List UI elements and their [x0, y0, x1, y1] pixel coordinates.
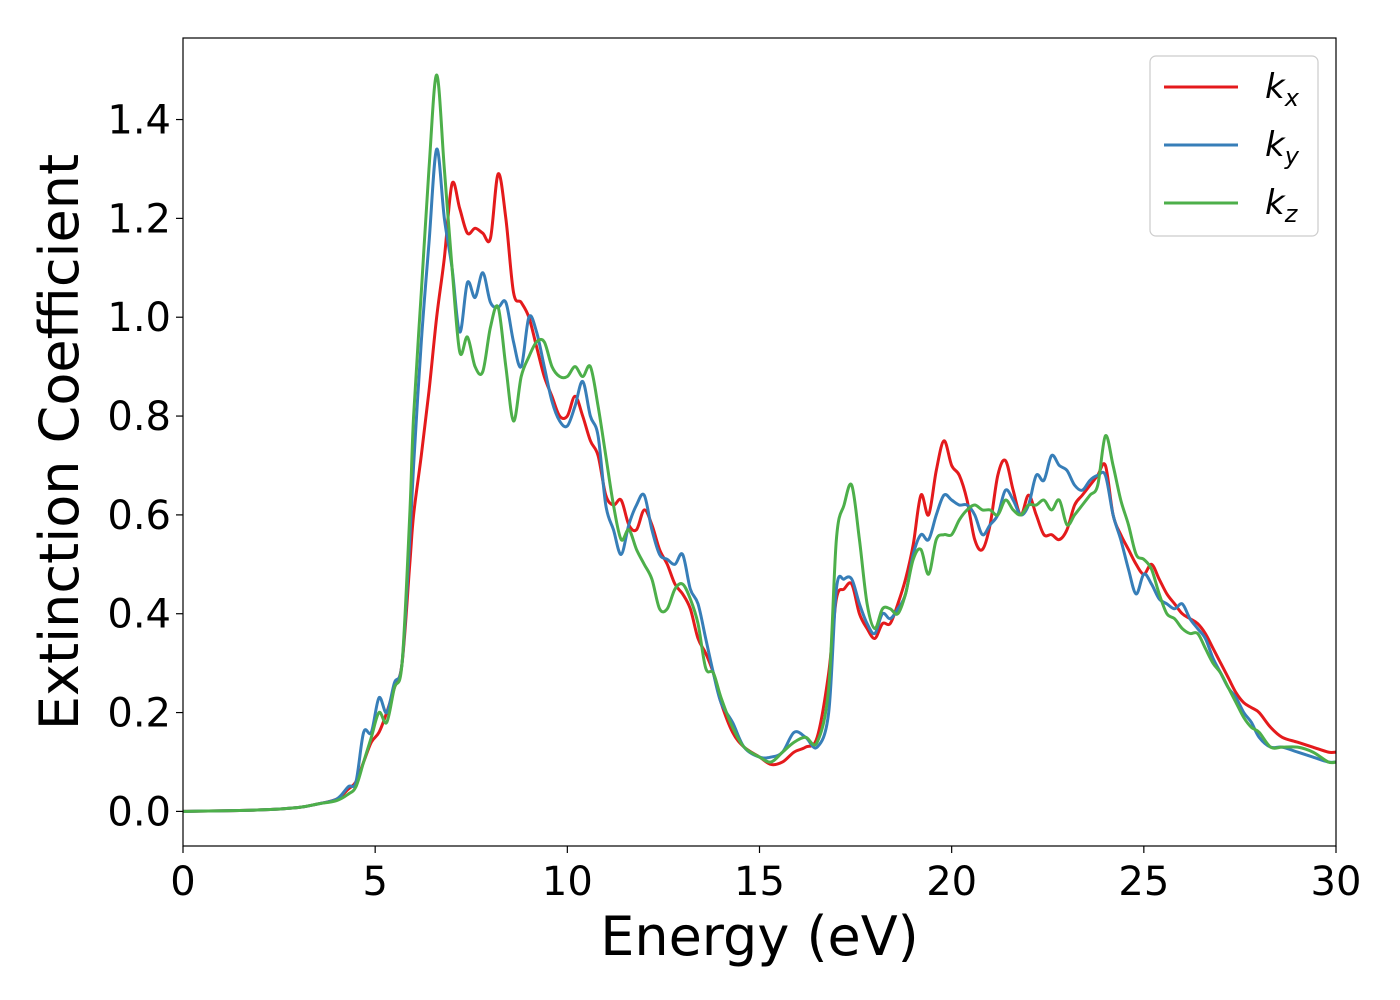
x-tick-label: 15 — [734, 859, 785, 905]
legend-label-base: k — [1265, 183, 1286, 223]
y-tick-label: 1.4 — [107, 98, 171, 144]
legend-label-subscript: y — [1284, 142, 1300, 170]
x-tick-label: 5 — [362, 859, 387, 905]
x-tick-label: 30 — [1311, 859, 1362, 905]
legend-label-ky: ky — [1265, 125, 1300, 170]
x-axis-label: Energy (eV) — [600, 905, 919, 968]
legend-label-kx: kx — [1265, 67, 1300, 112]
legend-label-subscript: z — [1284, 200, 1299, 228]
y-tick-label: 1.0 — [107, 295, 171, 341]
y-tick-label: 0.4 — [107, 592, 171, 638]
y-tick-label: 0.0 — [107, 789, 171, 835]
y-axis-label: Extinction Coefficient — [28, 154, 91, 730]
x-tick-label: 25 — [1118, 859, 1169, 905]
legend-label-subscript: x — [1284, 84, 1300, 112]
ticks-layer: 0 5 10 15 20 25 30 0.0 0.2 0.4 0.6 0.8 1.0 1.2 1.4 — [107, 98, 1361, 905]
y-tick-label: 0.8 — [107, 394, 171, 440]
y-tick-label: 0.6 — [107, 493, 171, 539]
series-layer — [183, 73, 1336, 813]
legend-label-kz: kz — [1265, 183, 1299, 228]
series-line-kz — [183, 73, 1336, 813]
series-line-kx — [183, 172, 1336, 813]
legend-label-base: k — [1265, 67, 1286, 107]
legend-label-base: k — [1265, 125, 1286, 165]
y-tick-label: 0.2 — [107, 691, 171, 737]
x-tick-label: 20 — [926, 859, 977, 905]
series-line-ky — [183, 147, 1336, 813]
y-tick-label: 1.2 — [107, 196, 171, 242]
x-tick-label: 10 — [542, 859, 593, 905]
x-tick-label: 0 — [170, 859, 195, 905]
